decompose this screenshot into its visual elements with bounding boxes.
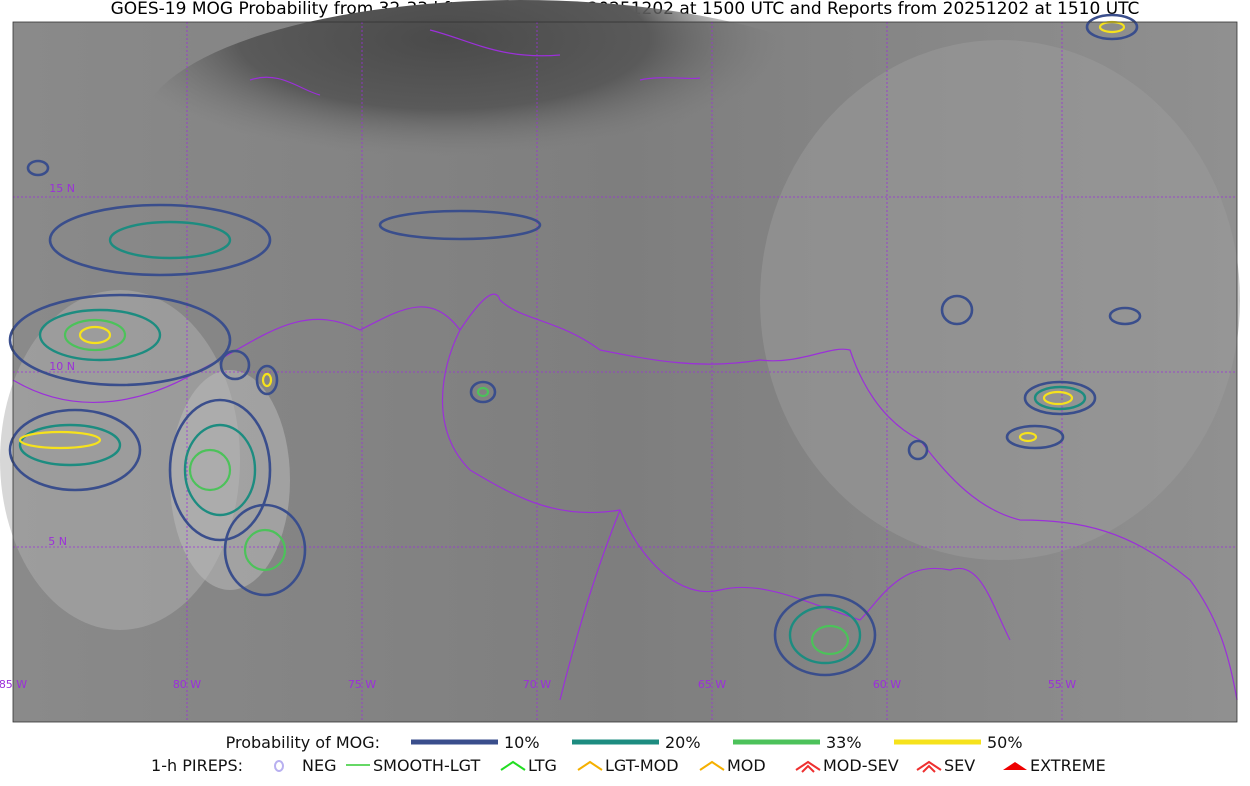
legend-title: Probability of MOG: <box>226 733 380 752</box>
legend-label: 33% <box>826 733 862 752</box>
lat-label: 15 N <box>49 182 75 195</box>
lon-label: 55 W <box>1048 678 1076 691</box>
pirep-symbol <box>274 760 284 772</box>
legend-label: LTG <box>528 756 557 775</box>
pirep-symbol <box>699 760 725 771</box>
borders <box>442 329 1011 701</box>
legend-label: EXTREME <box>1030 756 1106 775</box>
pirep-symbol <box>795 760 821 773</box>
lon-label: 80 W <box>173 678 201 691</box>
cloud <box>0 290 240 630</box>
map-frame <box>12 21 1238 723</box>
lon-label: 85 W <box>0 678 27 691</box>
lon-label: 60 W <box>873 678 901 691</box>
legend-label: MOD <box>727 756 766 775</box>
lat-label: 10 N <box>49 360 75 373</box>
pirep-symbol <box>916 760 942 773</box>
legend-label: 10% <box>504 733 540 752</box>
legend-label: SEV <box>944 756 975 775</box>
lon-label: 70 W <box>523 678 551 691</box>
cloud <box>170 370 290 590</box>
cloud <box>760 40 1240 560</box>
contours <box>8 13 1142 677</box>
pirep-symbol <box>577 760 603 771</box>
lon-label: 65 W <box>698 678 726 691</box>
lon-label: 75 W <box>348 678 376 691</box>
legend-label: 20% <box>665 733 701 752</box>
pirep-symbol <box>1003 762 1027 770</box>
lat-label: 5 N <box>48 535 67 548</box>
dry-air <box>140 0 900 260</box>
graticule <box>13 22 1237 722</box>
legend: 10% 20% 33% 50% NEG SMOOTH-LGT LTG LGT-MOD MOD MO… <box>274 733 1106 775</box>
legend-label: LGT-MOD <box>605 756 679 775</box>
pirep-symbol <box>500 760 526 771</box>
coastline <box>12 293 1238 701</box>
legend-label: NEG <box>302 756 336 775</box>
legend-label: SMOOTH-LGT <box>373 756 480 775</box>
coastline <box>249 29 701 96</box>
legend-title: 1-h PIREPS: <box>151 756 243 775</box>
graticule-labels: 15 N 10 N 5 N 85 W 80 W 75 W 70 W 65 W 6… <box>0 182 1076 691</box>
legend-label: 50% <box>987 733 1023 752</box>
map: 15 N 10 N 5 N 85 W 80 W 75 W 70 W 65 W 6… <box>0 0 1240 723</box>
legend-label: MOD-SEV <box>823 756 899 775</box>
